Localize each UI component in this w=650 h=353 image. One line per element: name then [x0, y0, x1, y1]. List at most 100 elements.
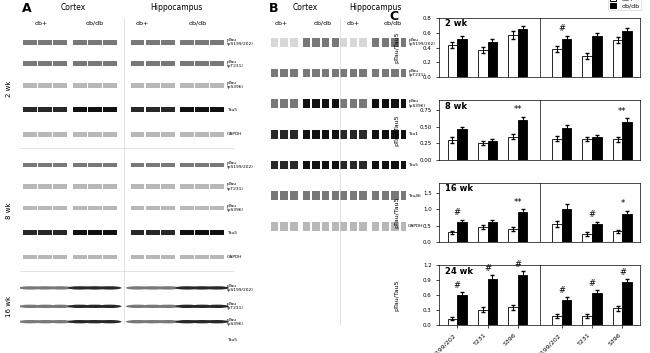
Bar: [88, 184, 101, 189]
Bar: [322, 68, 330, 77]
Bar: [332, 68, 339, 77]
Bar: [382, 68, 389, 77]
Circle shape: [156, 305, 179, 308]
Bar: [210, 83, 224, 88]
Bar: [401, 161, 408, 169]
Text: Tau5: Tau5: [408, 163, 419, 167]
Circle shape: [176, 286, 199, 289]
Bar: [562, 300, 571, 325]
Bar: [322, 161, 330, 169]
Bar: [23, 40, 37, 44]
Text: **: **: [514, 198, 522, 207]
Bar: [73, 40, 86, 44]
Bar: [131, 107, 144, 112]
Bar: [552, 49, 562, 77]
Bar: [103, 107, 116, 112]
Bar: [592, 36, 602, 77]
Bar: [161, 206, 175, 210]
Bar: [270, 161, 278, 169]
Text: 24 wk: 24 wk: [323, 0, 351, 2]
Bar: [180, 61, 194, 66]
Bar: [103, 206, 116, 210]
Bar: [195, 184, 209, 189]
Bar: [180, 163, 194, 167]
Bar: [622, 31, 632, 77]
Bar: [280, 161, 288, 169]
Bar: [592, 137, 602, 160]
Bar: [38, 163, 52, 167]
Circle shape: [66, 338, 93, 342]
Text: db/db: db/db: [314, 21, 332, 26]
Bar: [210, 255, 224, 259]
Bar: [270, 68, 278, 77]
Bar: [303, 191, 310, 200]
Bar: [382, 99, 389, 108]
Circle shape: [49, 286, 72, 289]
Legend: db+, db/db: db+, db/db: [608, 0, 641, 10]
Y-axis label: pTau/Tau5: pTau/Tau5: [394, 114, 399, 146]
Text: Tau5: Tau5: [227, 231, 237, 235]
Text: #: #: [558, 286, 566, 295]
Bar: [391, 130, 398, 139]
Circle shape: [190, 286, 214, 289]
Bar: [195, 61, 209, 66]
Bar: [350, 161, 357, 169]
Bar: [270, 38, 278, 47]
Circle shape: [33, 320, 57, 323]
Bar: [340, 222, 348, 231]
Bar: [195, 163, 209, 167]
Bar: [180, 40, 194, 44]
Circle shape: [49, 320, 72, 323]
Bar: [88, 40, 101, 44]
Text: **: **: [514, 105, 522, 114]
Text: 16 wk: 16 wk: [445, 184, 473, 193]
Bar: [180, 83, 194, 88]
Bar: [332, 38, 339, 47]
Bar: [322, 191, 330, 200]
Bar: [382, 38, 389, 47]
Bar: [478, 50, 488, 77]
Bar: [88, 230, 101, 235]
Bar: [312, 38, 320, 47]
Text: Tau1: Tau1: [408, 132, 418, 136]
Text: 8 wk: 8 wk: [445, 102, 467, 111]
Circle shape: [156, 286, 179, 289]
Bar: [131, 206, 144, 210]
Bar: [270, 191, 278, 200]
Text: 2 wk: 2 wk: [445, 19, 467, 29]
Bar: [280, 191, 288, 200]
Bar: [146, 107, 159, 112]
Circle shape: [141, 286, 164, 289]
Circle shape: [176, 320, 199, 323]
Bar: [38, 107, 52, 112]
Bar: [322, 222, 330, 231]
Bar: [38, 83, 52, 88]
Bar: [391, 99, 398, 108]
Bar: [180, 107, 194, 112]
Bar: [359, 191, 367, 200]
Circle shape: [141, 320, 164, 323]
Bar: [372, 68, 380, 77]
Bar: [401, 222, 408, 231]
Bar: [340, 130, 348, 139]
Bar: [23, 61, 37, 66]
Bar: [391, 68, 398, 77]
Y-axis label: pTau/Tau5: pTau/Tau5: [394, 32, 399, 63]
Text: #: #: [589, 210, 595, 219]
Bar: [88, 107, 101, 112]
Text: C: C: [389, 11, 398, 24]
Bar: [448, 319, 457, 325]
Bar: [73, 83, 86, 88]
Text: 2 wk: 2 wk: [6, 80, 12, 96]
Text: **: **: [618, 107, 627, 116]
Bar: [38, 184, 52, 189]
Circle shape: [18, 320, 42, 323]
Bar: [161, 163, 175, 167]
Bar: [131, 83, 144, 88]
Text: pTau
(pT231): pTau (pT231): [227, 183, 244, 191]
Bar: [161, 83, 175, 88]
Bar: [478, 143, 488, 160]
Bar: [582, 139, 592, 160]
Bar: [478, 310, 488, 325]
Bar: [312, 99, 320, 108]
